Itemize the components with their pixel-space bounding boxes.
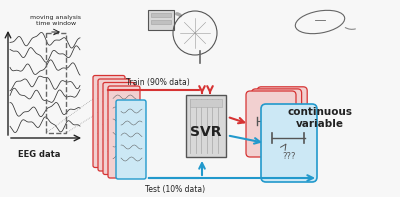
Bar	[148, 10, 174, 30]
Text: Test (10% data): Test (10% data)	[145, 185, 205, 194]
Text: ???: ???	[282, 152, 296, 161]
FancyBboxPatch shape	[257, 87, 307, 153]
Bar	[151, 20, 171, 24]
FancyBboxPatch shape	[103, 83, 135, 175]
FancyBboxPatch shape	[93, 75, 125, 167]
Text: SVR: SVR	[190, 125, 222, 139]
Text: Train (90% data): Train (90% data)	[126, 78, 190, 87]
Bar	[190, 99, 222, 107]
Bar	[186, 95, 226, 157]
Bar	[46, 33, 66, 133]
Text: EEG data: EEG data	[18, 150, 60, 159]
Text: continuous
variable: continuous variable	[288, 107, 352, 129]
FancyBboxPatch shape	[108, 86, 140, 178]
FancyBboxPatch shape	[98, 79, 130, 171]
FancyBboxPatch shape	[246, 91, 296, 157]
Text: moving analysis
time window: moving analysis time window	[30, 15, 82, 26]
FancyBboxPatch shape	[116, 100, 146, 179]
FancyBboxPatch shape	[252, 89, 302, 155]
FancyBboxPatch shape	[261, 104, 317, 182]
Bar	[151, 13, 171, 17]
